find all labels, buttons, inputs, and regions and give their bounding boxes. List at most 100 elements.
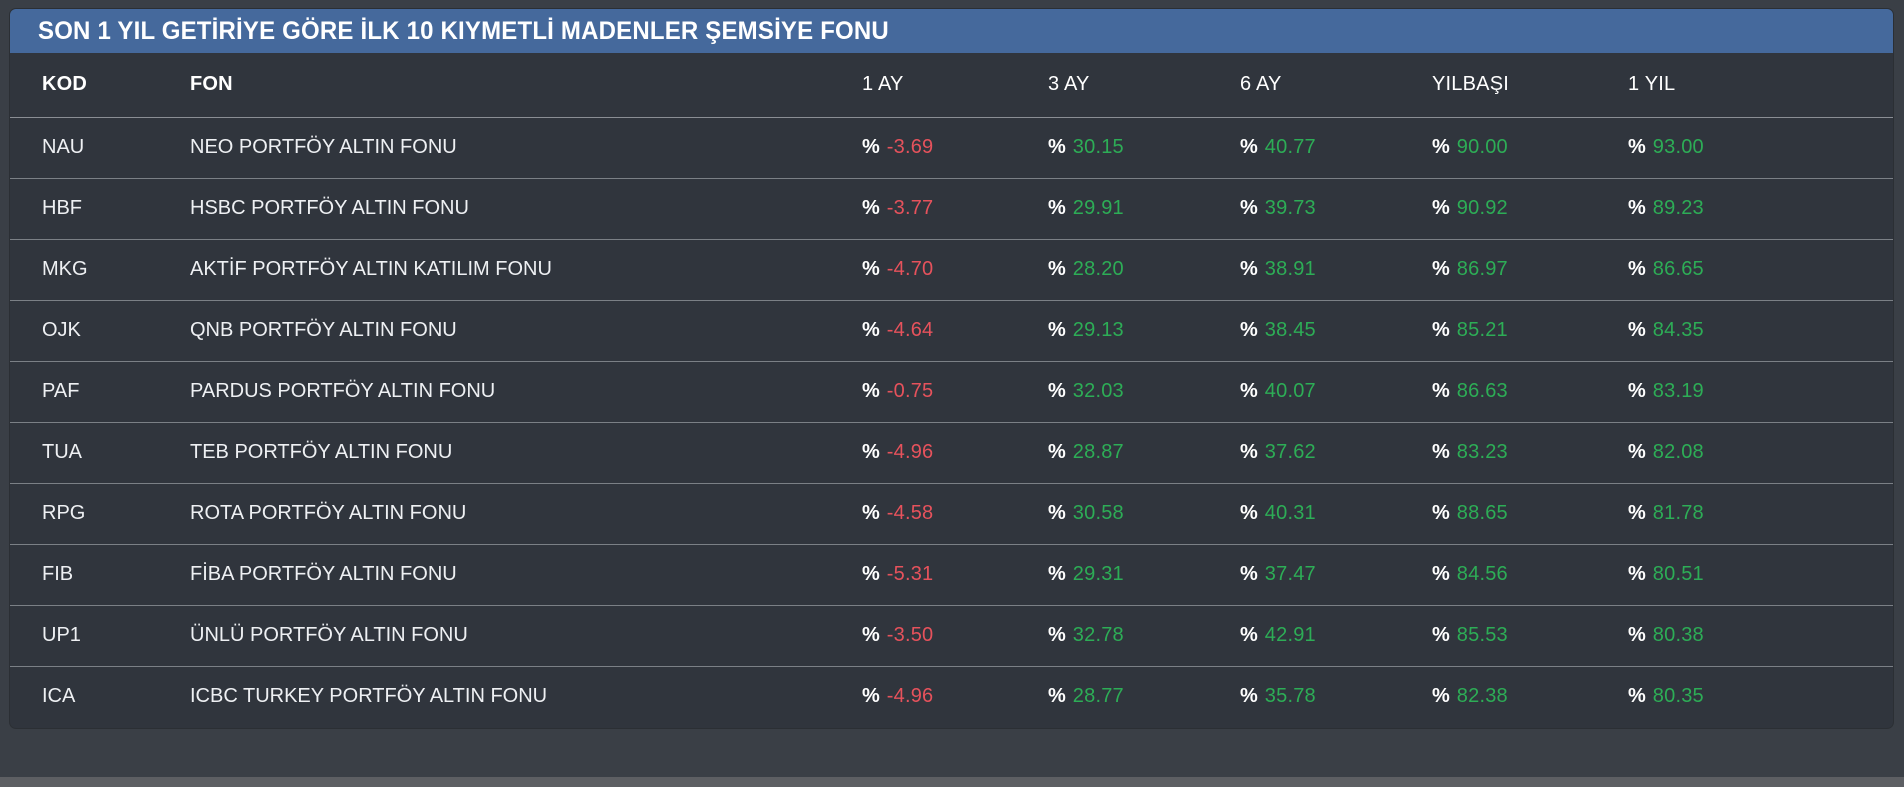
percent-sign: % — [1628, 624, 1646, 646]
percent-sign: % — [1048, 197, 1066, 219]
fund-name-cell: FİBA PORTFÖY ALTIN FONU — [190, 563, 457, 585]
return-6m-cell: % 40.77 — [1230, 117, 1422, 178]
percent-sign: % — [1048, 258, 1066, 280]
fund-name-cell: HSBC PORTFÖY ALTIN FONU — [190, 197, 469, 219]
return-3m-cell: % 30.15 — [1038, 117, 1230, 178]
percent-sign: % — [1048, 563, 1066, 585]
return-value: 40.77 — [1264, 136, 1316, 158]
percent-sign: % — [1048, 441, 1066, 463]
return-value: 83.23 — [1456, 441, 1508, 463]
return-1y-cell: % 80.38 — [1618, 605, 1893, 666]
percent-sign: % — [1432, 380, 1450, 402]
return-ytd-cell: % 85.53 — [1422, 605, 1618, 666]
return-6m-cell: % 35.78 — [1230, 666, 1422, 727]
fund-row[interactable]: OJK QNB PORTFÖY ALTIN FONU % -4.64 % 29.13… — [10, 300, 1893, 361]
column-header-3ay: 3 AY — [1038, 53, 1230, 118]
fund-name-cell: ROTA PORTFÖY ALTIN FONU — [190, 502, 467, 524]
percent-sign: % — [862, 258, 880, 280]
return-1m-cell: % -4.58 — [852, 483, 1038, 544]
return-value: 39.73 — [1264, 197, 1316, 219]
return-value: 86.65 — [1652, 258, 1704, 280]
percent-sign: % — [862, 441, 880, 463]
return-1y-cell: % 80.51 — [1618, 544, 1893, 605]
column-header-1yil: 1 YIL — [1618, 53, 1893, 118]
return-value: 28.77 — [1072, 685, 1124, 708]
return-ytd-cell: % 90.92 — [1422, 178, 1618, 239]
return-value: 83.19 — [1652, 380, 1704, 402]
return-value: 29.13 — [1072, 319, 1124, 341]
fund-row[interactable]: RPG ROTA PORTFÖY ALTIN FONU % -4.58 % 30.5… — [10, 483, 1893, 544]
percent-sign: % — [1048, 319, 1066, 341]
return-value: -4.96 — [886, 685, 934, 708]
return-ytd-cell: % 84.56 — [1422, 544, 1618, 605]
percent-sign: % — [1432, 685, 1450, 708]
return-value: 84.56 — [1456, 563, 1508, 585]
fund-row[interactable]: UP1 ÜNLÜ PORTFÖY ALTIN FONU % -3.50 % 32.7… — [10, 605, 1893, 666]
percent-sign: % — [862, 136, 880, 158]
return-value: 32.78 — [1072, 624, 1124, 646]
fund-code-cell: HBF — [42, 197, 82, 219]
percent-sign: % — [1240, 136, 1258, 158]
return-6m-cell: % 40.07 — [1230, 361, 1422, 422]
return-value: -3.77 — [886, 197, 934, 219]
return-value: 89.23 — [1652, 197, 1704, 219]
return-value: 38.91 — [1264, 258, 1316, 280]
return-value: 29.31 — [1072, 563, 1124, 585]
return-3m-cell: % 28.77 — [1038, 666, 1230, 727]
return-value: 28.20 — [1072, 258, 1124, 280]
percent-sign: % — [862, 563, 880, 585]
return-value: 38.45 — [1264, 319, 1316, 341]
fund-row[interactable]: TUA TEB PORTFÖY ALTIN FONU % -4.96 % 28.87… — [10, 422, 1893, 483]
fund-row[interactable]: FIB FİBA PORTFÖY ALTIN FONU % -5.31 % 29.3… — [10, 544, 1893, 605]
return-value: 29.91 — [1072, 197, 1124, 219]
fund-row[interactable]: NAU NEO PORTFÖY ALTIN FONU % -3.69 % 30.15… — [10, 117, 1893, 178]
return-1y-cell: % 81.78 — [1618, 483, 1893, 544]
percent-sign: % — [1432, 258, 1450, 280]
return-3m-cell: % 29.13 — [1038, 300, 1230, 361]
percent-sign: % — [1048, 685, 1066, 708]
return-value: 37.47 — [1264, 563, 1316, 585]
return-value: 40.31 — [1264, 502, 1316, 524]
percent-sign: % — [862, 197, 880, 219]
fund-code-cell: RPG — [42, 502, 86, 524]
fund-code-cell: TUA — [42, 441, 82, 463]
percent-sign: % — [1240, 502, 1258, 524]
return-1m-cell: % -3.50 — [852, 605, 1038, 666]
return-value: -4.70 — [886, 258, 934, 280]
return-1m-cell: % -4.96 — [852, 422, 1038, 483]
return-1m-cell: % -3.77 — [852, 178, 1038, 239]
return-value: 86.63 — [1456, 380, 1508, 402]
fund-row[interactable]: ICA ICBC TURKEY PORTFÖY ALTIN FONU % -4.9… — [10, 666, 1893, 727]
return-6m-cell: % 39.73 — [1230, 178, 1422, 239]
percent-sign: % — [1240, 258, 1258, 280]
return-value: 42.91 — [1264, 624, 1316, 646]
return-1m-cell: % -4.70 — [852, 239, 1038, 300]
fund-table: KOD FON 1 AY 3 AY 6 AY YILBAŞI 1 YIL NAU… — [10, 53, 1893, 727]
fund-row[interactable]: PAF PARDUS PORTFÖY ALTIN FONU % -0.75 % 32… — [10, 361, 1893, 422]
return-value: 88.65 — [1456, 502, 1508, 524]
column-header-6ay: 6 AY — [1230, 53, 1422, 118]
fund-name-cell: AKTİF PORTFÖY ALTIN KATILIM FONU — [190, 258, 552, 280]
return-value: -4.96 — [886, 441, 934, 463]
return-value: -4.64 — [886, 319, 934, 341]
return-ytd-cell: % 88.65 — [1422, 483, 1618, 544]
percent-sign: % — [1628, 502, 1646, 524]
fund-name-cell: QNB PORTFÖY ALTIN FONU — [190, 319, 457, 341]
fund-row[interactable]: HBF HSBC PORTFÖY ALTIN FONU % -3.77 % 29.9… — [10, 178, 1893, 239]
percent-sign: % — [1048, 136, 1066, 158]
percent-sign: % — [862, 380, 880, 402]
return-value: 93.00 — [1652, 136, 1704, 158]
percent-sign: % — [1432, 197, 1450, 219]
fund-code-cell: MKG — [42, 258, 88, 280]
return-value: 85.21 — [1456, 319, 1508, 341]
return-3m-cell: % 32.78 — [1038, 605, 1230, 666]
return-ytd-cell: % 86.97 — [1422, 239, 1618, 300]
fund-row[interactable]: MKG AKTİF PORTFÖY ALTIN KATILIM FONU % -4… — [10, 239, 1893, 300]
return-value: 40.07 — [1264, 380, 1316, 402]
return-3m-cell: % 30.58 — [1038, 483, 1230, 544]
percent-sign: % — [1432, 563, 1450, 585]
return-6m-cell: % 37.47 — [1230, 544, 1422, 605]
return-6m-cell: % 37.62 — [1230, 422, 1422, 483]
percent-sign: % — [1432, 441, 1450, 463]
return-3m-cell: % 32.03 — [1038, 361, 1230, 422]
